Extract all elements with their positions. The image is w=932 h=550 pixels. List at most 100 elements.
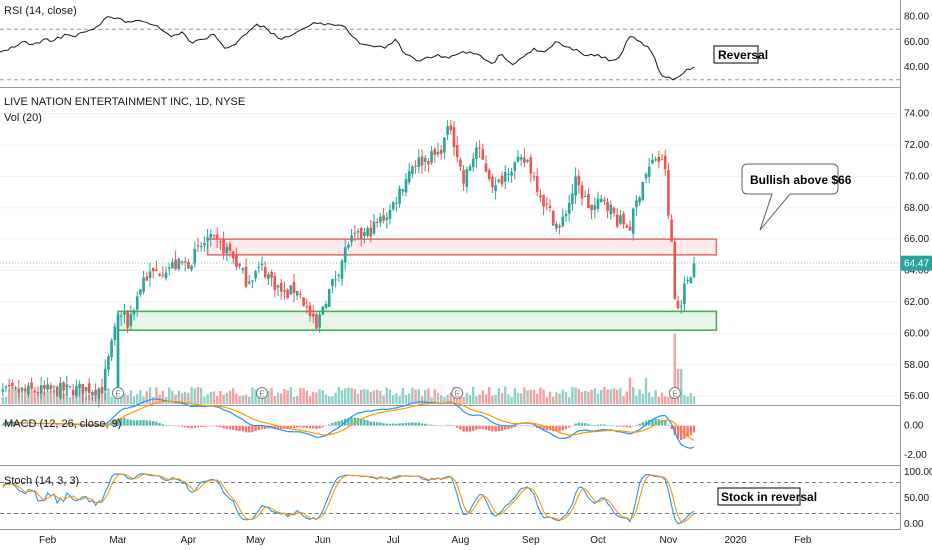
volume-bar <box>129 390 132 404</box>
candle-body <box>459 159 462 167</box>
macd-hist-bar <box>235 425 238 431</box>
macd-hist-bar <box>139 420 142 426</box>
macd-pane[interactable]: 0.00 -2.00 MACD (12, 26, close, 9) <box>1 398 928 461</box>
candle-body <box>430 151 433 163</box>
resistance-zone <box>206 238 718 256</box>
bullish-callout[interactable]: Bullish above $66 <box>741 163 852 231</box>
candle-body <box>193 248 197 264</box>
macd-hist-bar <box>302 425 305 428</box>
volume-bar <box>632 387 635 404</box>
macd-hist-bar <box>43 425 46 427</box>
candle-body <box>20 388 24 390</box>
macd-hist-bar <box>4 424 8 426</box>
macd-hist-bar <box>190 425 193 429</box>
macd-hist-bar <box>369 421 372 426</box>
volume-bar <box>321 390 324 404</box>
candle-body <box>132 310 136 315</box>
macd-hist-bar <box>30 425 33 427</box>
macd-hist-bar <box>152 421 155 426</box>
macd-hist-bar <box>625 425 628 428</box>
volume-bar <box>443 397 446 404</box>
time-axis[interactable]: Feb Mar Apr May Jun Jul Aug Sep Oct Nov 2020 Feb <box>39 535 812 546</box>
candle-body <box>491 176 494 188</box>
price-pane[interactable]: E E E E 74.00 72.00 70.00 68.00 66.00 64.00 62.00… <box>0 96 929 408</box>
volume-bar <box>84 397 88 404</box>
macd-hist-bar <box>340 420 344 426</box>
macd-hist-bar <box>81 425 84 427</box>
macd-hist-bar <box>622 425 625 427</box>
candle-body <box>1 389 5 392</box>
candle-body <box>142 277 145 292</box>
macd-tick-label: 0.00 <box>904 421 924 432</box>
volume-bar <box>513 388 516 404</box>
volume-bar <box>564 392 568 404</box>
macd-hist-bar <box>686 425 689 438</box>
macd-hist-bar <box>260 425 264 429</box>
volume-bar <box>360 389 363 404</box>
volume-bar <box>532 389 536 404</box>
volume-bar <box>344 388 347 404</box>
volume-bar <box>4 396 8 404</box>
macd-hist-bar <box>196 425 200 428</box>
volume-bar <box>216 396 219 404</box>
stoch-annotation[interactable]: Stock in reversal <box>717 487 817 506</box>
volume-bar <box>510 396 513 404</box>
signal-line <box>2 400 695 441</box>
candle-body <box>423 157 427 162</box>
macd-hist-bar <box>513 425 516 428</box>
macd-hist-bar <box>420 423 424 426</box>
earnings-marker <box>451 387 464 399</box>
last-price: 64.47 <box>904 259 929 270</box>
volume-bar <box>324 394 328 404</box>
candle-body <box>596 198 600 209</box>
volume-bar <box>232 388 235 404</box>
candle-body <box>663 155 667 170</box>
candle-body <box>209 234 213 238</box>
candle-body <box>343 247 347 263</box>
volume-bar <box>24 389 27 404</box>
candle-body <box>391 202 395 210</box>
candle-body <box>107 356 110 370</box>
volume-bar <box>334 392 337 404</box>
macd-hist-bar <box>8 424 11 426</box>
volume-bar <box>107 388 110 404</box>
volume-bar <box>110 396 113 404</box>
candle-body <box>148 271 152 279</box>
macd-hist-bar <box>171 425 174 427</box>
price-tick-label: 58.00 <box>904 360 929 371</box>
macd-hist-bar <box>644 420 648 426</box>
volume-bar <box>14 387 17 404</box>
rsi-pane[interactable]: 80.00 60.00 40.00 RSI (14, close) <box>0 5 929 81</box>
macd-hist-bar <box>590 424 593 426</box>
candle-body <box>619 215 622 224</box>
candle-body <box>385 217 389 220</box>
candle-body <box>110 340 113 358</box>
earnings-marker-label: E <box>115 390 120 399</box>
macd-hist-bar <box>491 425 494 432</box>
macd-hist-bar <box>222 425 225 429</box>
stoch-reversal-text: Stock in reversal <box>721 490 817 504</box>
volume-bar <box>363 389 366 404</box>
volume-bar <box>641 393 644 404</box>
reversal-annotation[interactable]: Reversal <box>713 45 768 64</box>
candle-body <box>119 315 123 317</box>
candle-body <box>327 288 331 307</box>
candle-body <box>151 267 155 272</box>
volume-bar <box>8 389 11 404</box>
stoch-pane[interactable]: 100.00 50.00 0.00 Stoch (14, 3, 3) <box>0 467 932 530</box>
volume-bar <box>427 388 430 404</box>
volume-bar <box>587 391 590 404</box>
candle-body <box>33 390 37 393</box>
volume-bar <box>596 393 600 404</box>
volume-bar <box>196 386 200 404</box>
candle-body <box>545 203 549 205</box>
volume-bar <box>132 396 136 404</box>
macd-hist-bar <box>20 425 24 426</box>
volume-bar <box>331 396 334 404</box>
candle-body <box>359 228 363 239</box>
macd-hist-bar <box>510 425 513 429</box>
candle-body <box>603 199 606 202</box>
rsi-series-line <box>0 16 695 81</box>
volume-bar <box>689 393 692 404</box>
